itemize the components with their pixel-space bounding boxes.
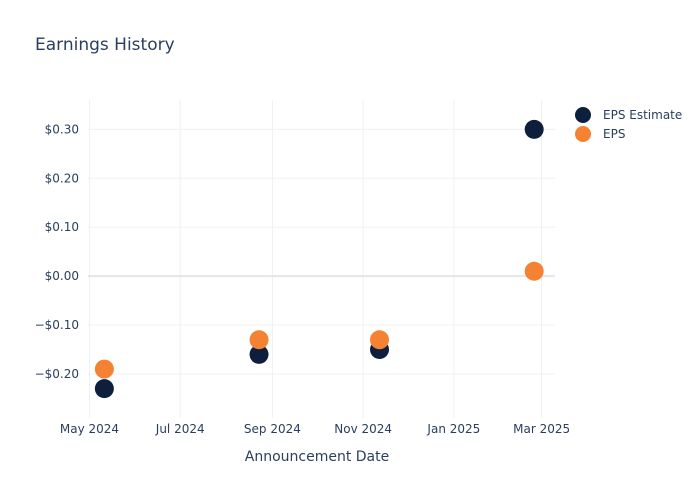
data-point-eps-estimate (249, 344, 269, 364)
x-tick-label: Sep 2024 (244, 422, 301, 436)
legend-label: EPS Estimate (603, 108, 682, 122)
y-tick-label: $0.00 (45, 269, 79, 283)
y-tick-label: $0.10 (45, 220, 79, 234)
x-tick-label: Jan 2025 (426, 422, 480, 436)
x-tick-label: Mar 2025 (513, 422, 570, 436)
y-tick-label: −$0.20 (35, 367, 79, 381)
y-tick-label: $0.30 (45, 122, 79, 136)
data-point-eps (524, 261, 544, 281)
legend-item[interactable]: EPS Estimate (575, 107, 682, 123)
x-tick-label: May 2024 (60, 422, 119, 436)
data-point-eps (249, 330, 269, 350)
y-tick-label: $0.20 (45, 171, 79, 185)
x-gridlines (88, 100, 543, 418)
x-tick-label: Nov 2024 (334, 422, 392, 436)
chart-title: Earnings History (35, 35, 175, 55)
legend-item[interactable]: EPS (575, 126, 625, 142)
legend-label: EPS (603, 127, 625, 141)
data-point-eps-estimate (524, 119, 544, 139)
data-point-eps (94, 359, 114, 379)
data-point-eps-estimate (94, 379, 114, 399)
x-tick-label: Jul 2024 (155, 422, 205, 436)
y-tick-label: −$0.10 (35, 318, 79, 332)
x-axis-title: Announcement Date (245, 449, 389, 465)
y-tick-labels: $0.30 $0.20 $0.10 $0.00 −$0.10 −$0.20 (35, 122, 79, 381)
x-tick-labels: May 2024 Jul 2024 Sep 2024 Nov 2024 Jan 2025… (60, 422, 570, 436)
data-points (94, 119, 544, 399)
legend[interactable]: EPS Estimate EPS (575, 107, 682, 142)
legend-marker (575, 107, 591, 123)
data-point-eps (370, 330, 390, 350)
legend-marker (575, 126, 591, 142)
